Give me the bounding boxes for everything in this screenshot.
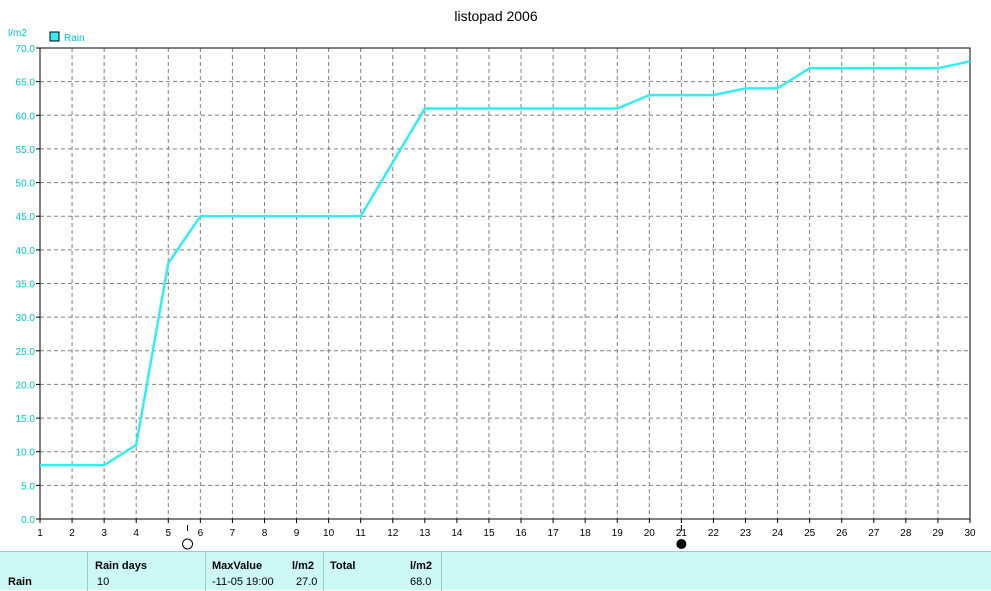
total-value: 68.0	[410, 576, 431, 588]
x-tick-label: 8	[262, 528, 268, 539]
x-tick-label: 26	[836, 528, 848, 539]
y-axis-ticks: 0.0 5.0 10.0 15.0 20.0 25.0 30.0 35.0 40.0 45.0 50…	[16, 44, 40, 526]
x-tick-label: 1	[37, 528, 43, 539]
x-tick-label: 11	[355, 528, 366, 539]
x-tick-label: 4	[133, 528, 139, 539]
y-tick-label: 25.0	[16, 347, 36, 358]
y-tick-label: 30.0	[16, 313, 36, 324]
x-tick-label: 22	[708, 528, 720, 539]
y-axis-unit-label: l/m2	[8, 28, 27, 39]
rain-days-value: 10	[97, 576, 109, 588]
x-tick-label: 20	[644, 528, 656, 539]
chart-title: listopad 2006	[454, 8, 538, 24]
x-tick-label: 9	[294, 528, 300, 539]
x-tick-label: 3	[101, 528, 107, 539]
new-moon-icon	[677, 540, 686, 549]
y-tick-label: 20.0	[16, 380, 36, 391]
y-tick-label: 15.0	[16, 414, 36, 425]
summary-table: Rain Rain days 10 MaxValue l/m2 -11-05 1…	[0, 551, 991, 590]
x-tick-label: 13	[419, 528, 431, 539]
rain-days-header: Rain days	[95, 560, 147, 572]
x-tick-label: 24	[772, 528, 784, 539]
x-tick-label: 19	[612, 528, 624, 539]
max-value-cell: MaxValue l/m2 -11-05 19:00 27.0	[206, 552, 324, 591]
y-tick-label: 40.0	[16, 246, 36, 257]
legend: Rain	[50, 32, 85, 44]
max-value-date: -11-05 19:00	[212, 576, 274, 588]
x-tick-label: 12	[387, 528, 399, 539]
x-tick-label: 29	[932, 528, 944, 539]
series-layer	[40, 61, 970, 465]
max-value-unit: l/m2	[292, 560, 314, 572]
y-tick-label: 55.0	[16, 145, 36, 156]
x-tick-label: 10	[323, 528, 335, 539]
x-tick-label: 28	[900, 528, 912, 539]
x-tick-label: 2	[69, 528, 75, 539]
x-tick-label: 18	[580, 528, 592, 539]
x-tick-label: 6	[198, 528, 204, 539]
total-cell: Total l/m2 68.0	[324, 552, 442, 591]
x-tick-label: 30	[964, 528, 976, 539]
max-value-header: MaxValue	[212, 560, 262, 572]
y-tick-label: 65.0	[16, 78, 36, 89]
x-tick-label: 25	[804, 528, 816, 539]
summary-row-label-cell: Rain	[0, 552, 88, 591]
y-tick-label: 5.0	[21, 481, 35, 492]
y-tick-label: 45.0	[16, 212, 36, 223]
x-tick-label: 23	[740, 528, 752, 539]
moon-phase-markers	[183, 525, 686, 549]
x-tick-label: 16	[515, 528, 527, 539]
full-moon-icon	[183, 539, 193, 549]
y-tick-label: 35.0	[16, 280, 36, 291]
y-tick-label: 0.0	[21, 515, 35, 526]
total-unit: l/m2	[410, 560, 432, 572]
legend-swatch	[50, 32, 59, 41]
y-tick-label: 70.0	[16, 44, 36, 55]
grid	[40, 48, 970, 519]
series-line-rain	[40, 61, 970, 465]
y-tick-label: 60.0	[16, 111, 36, 122]
y-tick-label: 10.0	[16, 448, 36, 459]
total-header: Total	[330, 560, 355, 572]
rain-days-cell: Rain days 10	[88, 552, 206, 591]
x-tick-label: 17	[548, 528, 560, 539]
x-tick-label: 5	[165, 528, 171, 539]
x-tick-label: 7	[230, 528, 236, 539]
rain-line-chart: listopad 2006 l/m2 Rain 0.05.010.015.020…	[0, 0, 991, 551]
max-value-value: 27.0	[296, 576, 317, 588]
legend-label-rain: Rain	[64, 33, 85, 44]
x-tick-label: 15	[483, 528, 495, 539]
summary-row-label: Rain	[8, 576, 32, 588]
x-tick-label: 27	[868, 528, 880, 539]
y-tick-label: 50.0	[16, 179, 36, 190]
x-tick-label: 14	[451, 528, 463, 539]
